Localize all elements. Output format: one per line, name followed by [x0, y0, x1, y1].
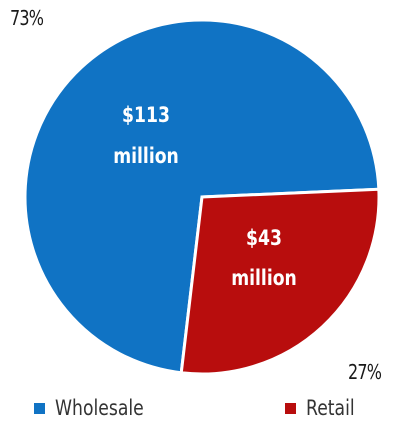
legend-label-wholesale: Wholesale: [55, 396, 144, 420]
legend-swatch-retail: [285, 402, 296, 414]
pie-slice-retail: [179, 187, 381, 376]
legend-swatch-wholesale: [34, 402, 45, 414]
wholesale-percent-label: 73%: [10, 6, 44, 30]
legend-item-retail: Retail: [285, 396, 365, 420]
data-label-retail-value: $43: [246, 225, 282, 250]
data-label-wholesale-value: $113: [122, 102, 170, 127]
retail-percent-label: 27%: [348, 360, 382, 384]
data-label-retail-unit: million: [231, 265, 297, 290]
legend-item-wholesale: Wholesale: [34, 396, 163, 420]
legend-label-retail: Retail: [306, 396, 355, 420]
data-label-wholesale-unit: million: [113, 143, 179, 168]
